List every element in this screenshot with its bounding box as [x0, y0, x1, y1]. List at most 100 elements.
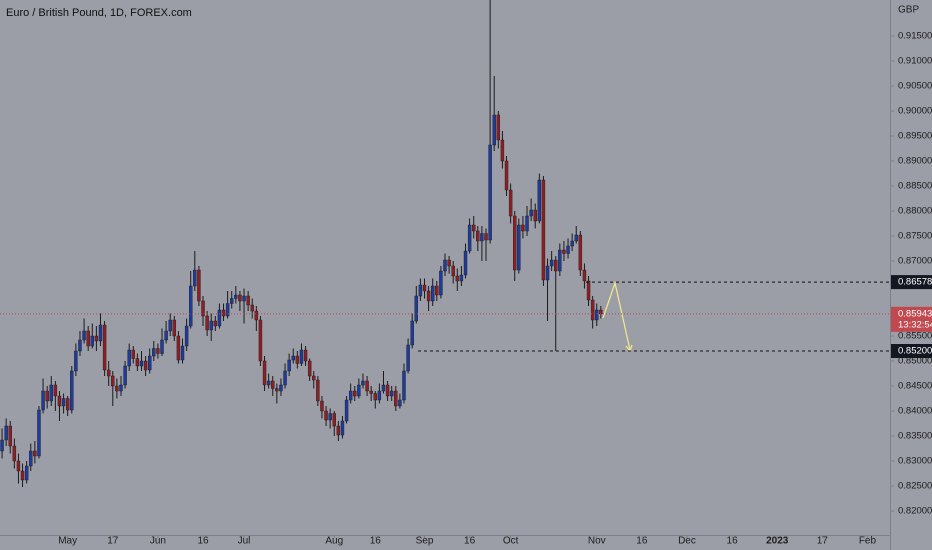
candle-body — [29, 450, 33, 467]
candle-body — [459, 274, 464, 282]
candle-body — [78, 339, 82, 352]
candle-body — [20, 470, 25, 481]
candle-body — [254, 310, 259, 321]
candle-body — [0, 439, 4, 452]
candle-body — [439, 270, 443, 296]
candle-body — [521, 224, 525, 232]
candle-body — [525, 215, 529, 232]
candle-body — [123, 365, 127, 386]
candle-body — [287, 359, 291, 372]
candle-body — [533, 209, 537, 222]
candle-body — [37, 409, 41, 457]
y-tick-label: 0.88500 — [898, 181, 932, 192]
level-label-box — [891, 344, 932, 358]
candle-body — [570, 240, 574, 247]
candle-body — [312, 375, 316, 381]
candle-body — [90, 335, 94, 347]
candle-body — [168, 319, 172, 332]
level-label-box — [891, 275, 932, 290]
candle-body — [176, 335, 181, 361]
candle-body — [242, 295, 246, 302]
candle-body — [357, 384, 361, 397]
last-price-label: 0.85943 — [898, 308, 932, 319]
y-tick-label: 0.84500 — [898, 381, 932, 392]
y-tick-label: 0.90500 — [898, 81, 932, 92]
candle-body — [586, 280, 591, 301]
candle-body — [590, 299, 595, 321]
candle-body — [365, 380, 369, 392]
x-tick-label: Jun — [150, 536, 166, 547]
candle-body — [529, 209, 533, 217]
y-tick-label: 0.83500 — [898, 431, 932, 442]
candle-body — [422, 284, 427, 292]
candle-body — [484, 233, 488, 241]
candle-body — [554, 259, 558, 272]
candle-body — [230, 298, 234, 304]
candle-body — [57, 395, 62, 407]
candle-body — [275, 388, 279, 392]
candle-body — [94, 335, 99, 342]
candle-body — [406, 344, 410, 372]
x-tick-label: 16 — [197, 536, 209, 547]
candle-body — [324, 410, 328, 421]
candle-body — [106, 369, 111, 377]
candle-body — [82, 330, 86, 341]
x-tick-label: Feb — [859, 536, 877, 547]
candle-body — [307, 360, 312, 377]
candle-body — [496, 114, 501, 141]
candle-body — [70, 370, 74, 411]
candle-body — [98, 324, 103, 342]
candle-body — [119, 384, 123, 392]
candle-body — [492, 114, 496, 146]
candle-body — [435, 285, 439, 296]
candle-body — [221, 309, 226, 317]
candle-body — [148, 355, 152, 371]
x-tick-label: 16 — [636, 536, 648, 547]
y-tick-label: 0.85500 — [898, 331, 932, 342]
currency-label: GBP — [898, 5, 919, 16]
candle-body — [336, 425, 341, 436]
y-tick-label: 0.91500 — [898, 31, 932, 42]
candle-body — [299, 349, 304, 364]
candle-body — [135, 358, 140, 367]
x-tick-label: Aug — [325, 536, 343, 547]
candle-body — [262, 360, 267, 386]
candle-body — [381, 384, 386, 392]
candle-body — [578, 234, 583, 271]
candle-body — [582, 269, 587, 282]
candle-body — [246, 295, 250, 306]
candle-body — [8, 425, 12, 447]
candle-body — [574, 234, 578, 242]
candle-body — [463, 250, 468, 276]
candle-body — [234, 294, 238, 299]
candle-body — [164, 330, 168, 341]
candle-body — [504, 160, 509, 191]
candle-body — [279, 384, 283, 392]
countdown: 13:32:54 — [898, 319, 932, 330]
candle-body — [599, 309, 603, 315]
candle-body — [332, 413, 336, 427]
candle-body — [566, 245, 570, 254]
candle-body — [430, 285, 435, 302]
candle-body — [102, 324, 107, 371]
candle-body — [443, 259, 447, 272]
last-price-box — [891, 306, 932, 332]
candle-body — [426, 290, 431, 302]
candle-body — [361, 380, 365, 386]
candle-body — [12, 445, 17, 462]
candle-body — [283, 370, 287, 386]
candle-body — [189, 285, 193, 327]
candle-body — [160, 339, 164, 354]
x-tick-label: Nov — [588, 536, 606, 547]
candle-body — [398, 399, 402, 407]
candle-body — [467, 224, 472, 252]
x-tick-label: 16 — [370, 536, 382, 547]
candle-body — [33, 450, 37, 457]
candle-body — [472, 224, 476, 232]
candle-body — [16, 460, 21, 472]
candle-body — [595, 309, 599, 321]
candle-body — [53, 384, 58, 397]
y-tick-label: 0.87000 — [898, 256, 932, 267]
x-tick-label: Jul — [238, 536, 251, 547]
